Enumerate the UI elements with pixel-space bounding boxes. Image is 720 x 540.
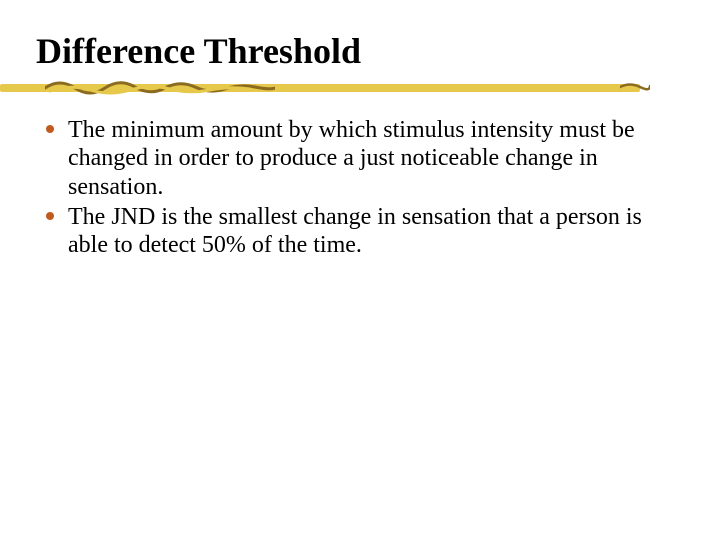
underline-tail-icon [620, 82, 650, 92]
list-item: The minimum amount by which stimulus int… [40, 116, 680, 201]
bullet-text: The minimum amount by which stimulus int… [68, 117, 635, 200]
title-underline [0, 80, 640, 100]
underline-scribble-icon [45, 78, 275, 96]
bullet-list: The minimum amount by which stimulus int… [40, 116, 680, 260]
bullet-text: The JND is the smallest change in sensat… [68, 204, 642, 258]
page-title: Difference Threshold [36, 30, 680, 72]
slide: Difference Threshold The minimum amount … [0, 0, 720, 540]
list-item: The JND is the smallest change in sensat… [40, 203, 680, 260]
bullet-dot-icon [46, 125, 54, 133]
bullet-dot-icon [46, 212, 54, 220]
